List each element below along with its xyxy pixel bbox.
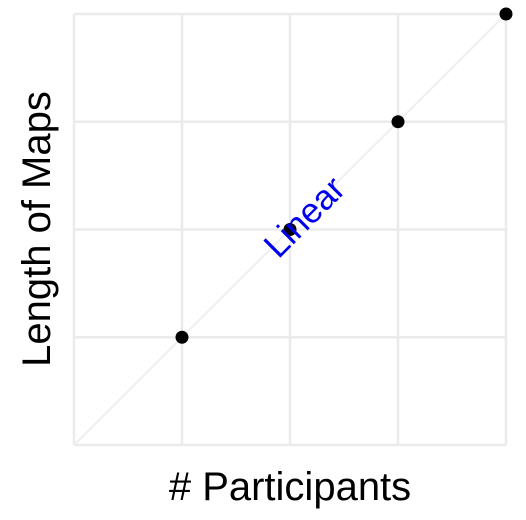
x-axis-label: # Participants (169, 465, 411, 509)
data-point-4 (500, 8, 513, 21)
annotation-label: Linear (256, 169, 353, 266)
y-axis-label: Length of Maps (15, 91, 59, 367)
data-point-1 (176, 331, 189, 344)
data-point-3 (392, 115, 405, 128)
